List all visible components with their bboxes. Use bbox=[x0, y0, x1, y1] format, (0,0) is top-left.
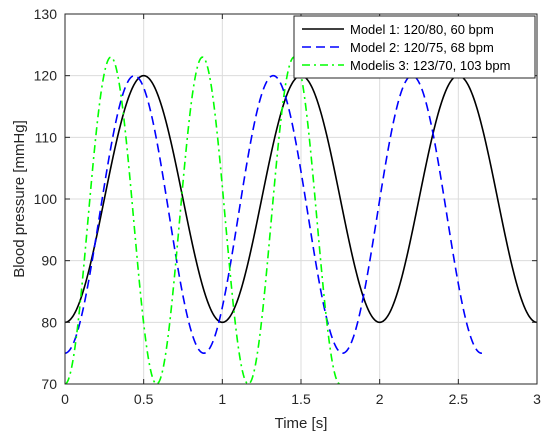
y-tick-label: 80 bbox=[41, 314, 57, 330]
series-line-2 bbox=[65, 74, 482, 354]
y-tick-label: 100 bbox=[34, 191, 58, 207]
legend-label-2: Model 2: 120/75, 68 bpm bbox=[350, 40, 494, 55]
x-tick-label: 1 bbox=[218, 391, 226, 407]
x-tick-label: 2 bbox=[376, 391, 384, 407]
x-tick-label: 1.5 bbox=[291, 391, 311, 407]
x-tick-label: 2.5 bbox=[449, 391, 469, 407]
x-tick-label: 0.5 bbox=[134, 391, 154, 407]
axis-ticks: 0 0.5 1 1.5 2 2.5 3 70 80 90 100 110 120 130 bbox=[34, 6, 541, 407]
x-tick-label: 3 bbox=[533, 391, 541, 407]
x-axis-title: Time [s] bbox=[275, 415, 328, 432]
legend: Model 1: 120/80, 60 bpm Model 2: 120/75, … bbox=[293, 15, 536, 79]
y-axis-title: Blood pressure [mmHg] bbox=[11, 120, 28, 278]
y-tick-label: 130 bbox=[34, 6, 58, 22]
y-tick-label: 90 bbox=[41, 253, 57, 269]
x-tick-label: 0 bbox=[61, 391, 69, 407]
y-tick-label: 70 bbox=[41, 376, 57, 392]
y-tick-label: 120 bbox=[34, 68, 58, 84]
y-tick-label: 110 bbox=[35, 129, 58, 145]
legend-label-1: Model 1: 120/80, 60 bpm bbox=[350, 22, 494, 37]
legend-label-3: Modelis 3: 123/70, 103 bpm bbox=[350, 58, 510, 73]
